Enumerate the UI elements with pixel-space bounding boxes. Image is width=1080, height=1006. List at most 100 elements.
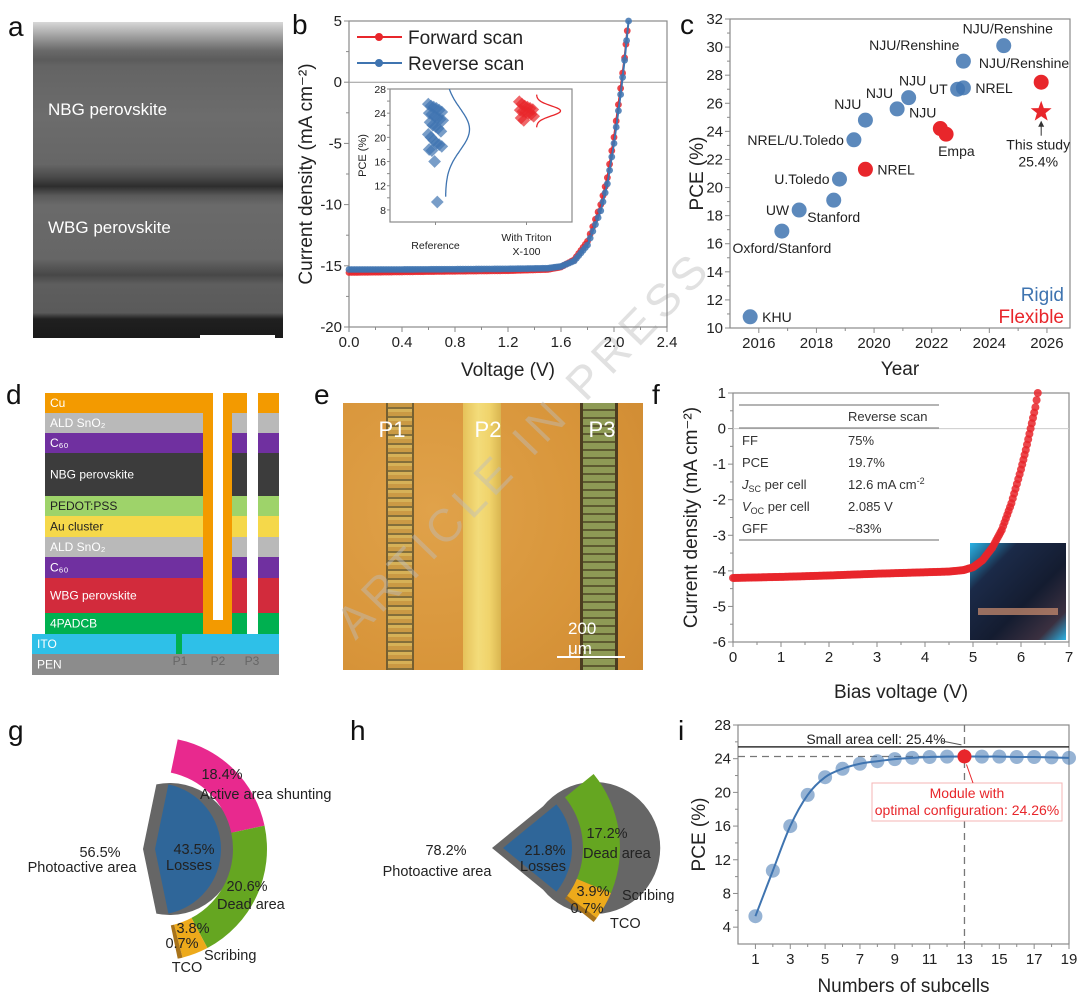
layer-segment [258,516,279,537]
data-point [623,37,630,44]
scale-bar-label: 200 μm [568,619,597,658]
data-point [783,819,798,834]
breakdown-scribing [567,878,611,918]
pie-label: Active area shunting [200,787,331,803]
optimum-annotation-box [871,782,1063,822]
p2-copper-wall [223,393,232,634]
layer-segment [32,634,176,654]
pie-label: 18.4% [201,767,242,783]
slice-losses [155,784,222,914]
scale-bar [200,335,275,338]
point-label: UT [929,81,948,97]
wbg-perovskite-label: WBG perovskite [48,218,171,237]
data-point [603,180,611,188]
y-tick-label: 0 [718,421,726,438]
pie-label: Photoactive area [28,860,138,876]
x-tick-label: 11 [922,951,938,968]
table-row-value: 75% [848,433,874,448]
x-tick-label: 17 [1026,951,1043,968]
layer-segment [258,537,279,557]
panel-label-h: h [350,715,366,746]
legend-flexible: Flexible [999,307,1064,328]
pie-label: Dead area [217,897,286,913]
optimum-arrow [966,764,974,784]
y-tick-label: 8 [723,885,731,902]
parameter-table: Reverse scan FF 75% PCE 19.7% JSC per cell 12.… [739,404,939,541]
pie-label: 43.5% [173,842,214,858]
data-point [606,166,613,174]
y-tick-label: 16 [374,157,386,169]
p2-scribe-line [463,403,501,670]
y-tick-label: 16 [706,236,723,253]
table-header: Reverse scan [848,409,927,424]
p1-scribe-line [386,403,414,670]
data-point [617,91,625,98]
panel-label-d: d [6,379,22,410]
panel-f-module-jv-chart: 0 1 2 3 4 5 6 7 -6 -5 -4 -3 -2 -1 0 1 Bias voltage (V) Cu… [681,385,1073,703]
pie-label: Photoactive area [383,864,493,880]
y-tick-label: 26 [706,95,723,112]
data-point [619,73,627,81]
data-point [435,140,449,153]
y-tick-label: -3 [713,527,726,544]
category-label: Reference [411,240,460,252]
pie-label: Dead area [583,846,652,862]
pie-label: TCO [172,960,203,976]
pie-label: 78.2% [425,843,466,859]
breakdown-tco [170,924,183,959]
data-point [857,112,873,128]
x-tick-label: 9 [891,951,899,968]
data-point [748,909,763,924]
scribe-label: P1 [173,654,188,668]
optimum-point [957,749,972,764]
scribe-label: P3 [245,654,260,668]
layer-segment [45,496,203,516]
layer-label: C₆₀ [50,561,69,575]
plot-frame [389,88,573,223]
point-label: NREL [877,161,915,177]
panel-e-micrograph: P1 P2 P3 200 μm [343,403,643,670]
x-tick-label: 0.8 [445,334,466,351]
arrow-head [1038,120,1045,127]
data-point [887,752,902,767]
y-tick-label: 14 [706,264,723,281]
data-point [852,756,867,771]
p3-scribe-line [580,403,618,670]
point-label: NREL/U.Toledo [747,132,844,148]
p2-copper-wall [203,393,213,634]
table-row-value: ~83% [848,521,882,536]
x-tick-label: 1.2 [498,334,519,351]
y-tick-label: 10 [706,320,723,337]
data-point [608,153,616,161]
pie-label: 56.5% [79,845,120,861]
point-label: U.Toledo [774,171,829,187]
x-tick-label: 4 [921,649,929,666]
data-point [765,863,780,878]
data-point [1032,396,1041,405]
data-point [818,770,833,785]
pie-label: 17.2% [586,826,627,842]
category-label: X-100 [512,246,540,258]
layer-label: Au cluster [50,520,103,534]
subscript: OC [751,506,765,516]
layer-segment [258,393,279,413]
layer-segment [232,613,247,634]
legend-label: Forward scan [408,28,523,49]
distribution-curve [444,88,471,197]
legend-label: Reverse scan [408,54,524,75]
x-tick-label: 2026 [1030,335,1063,352]
y-tick-label: 12 [714,852,731,869]
y-axis-label: Current density (mA cm⁻²) [296,63,317,284]
data-point [597,207,605,215]
y-tick-label: 1 [718,385,726,402]
layer-segment [258,496,279,516]
y-tick-label: 16 [714,818,731,835]
data-point [428,155,441,168]
layer-segment [258,578,279,613]
breakdown-active-area-shunting [170,739,265,833]
layer-segment [232,578,247,613]
x-axis-label: Year [881,359,920,380]
layer-au-cluster: Au cluster [45,516,279,537]
